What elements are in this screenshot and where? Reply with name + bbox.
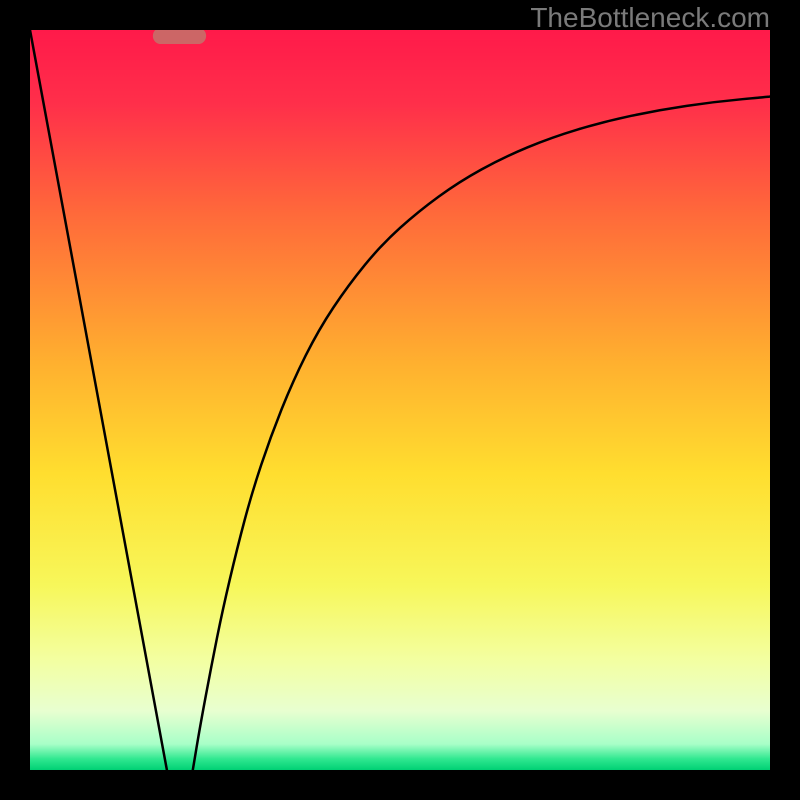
plot-area [30, 30, 770, 770]
chart-container: TheBottleneck.com [0, 0, 800, 800]
marker-layer [30, 30, 770, 770]
optimal-range-marker [153, 30, 206, 44]
watermark-text: TheBottleneck.com [530, 2, 770, 34]
